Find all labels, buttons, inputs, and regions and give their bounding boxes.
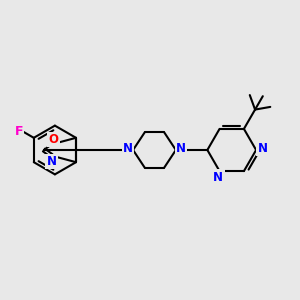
Text: N: N xyxy=(258,142,268,155)
Text: N: N xyxy=(213,171,224,184)
Text: N: N xyxy=(176,142,186,155)
Text: N: N xyxy=(46,155,57,168)
Text: O: O xyxy=(48,133,59,146)
Text: F: F xyxy=(14,124,23,138)
Text: N: N xyxy=(123,142,133,155)
